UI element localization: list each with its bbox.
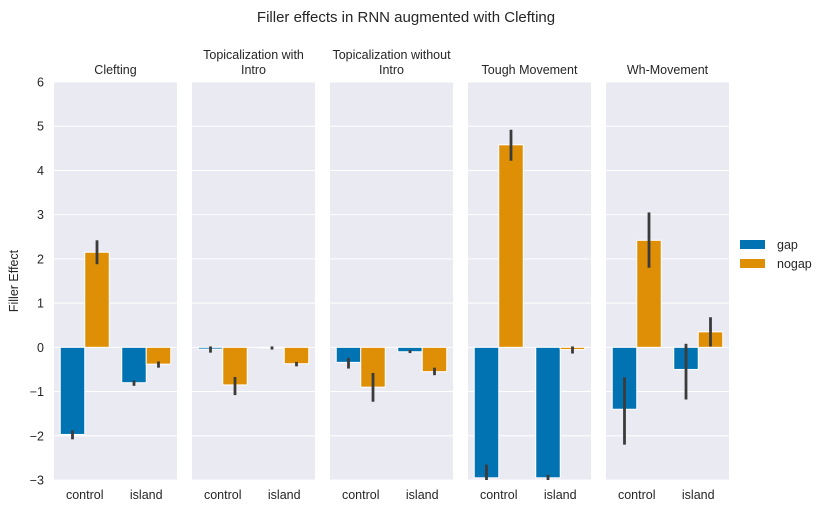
- facet-title: Wh-Movement: [627, 63, 709, 77]
- facet-panel: Wh-Movement control island: [606, 63, 729, 502]
- y-tick-label: 6: [37, 76, 44, 90]
- panel-background: [192, 82, 315, 480]
- legend-label-gap: gap: [777, 238, 798, 252]
- bar-gap-control: [473, 346, 500, 479]
- y-tick-label: 5: [37, 120, 44, 134]
- bar-nogap-control: [498, 144, 524, 348]
- bar-gap-island: [121, 346, 147, 384]
- x-tick-label: control: [66, 488, 104, 502]
- x-tick-label: island: [130, 488, 163, 502]
- y-tick-label: −2: [30, 429, 44, 443]
- y-tick-label: 1: [37, 297, 44, 311]
- bar-gap-control: [59, 346, 86, 435]
- x-tick-label: island: [682, 488, 715, 502]
- facet-title: Tough Movement: [482, 63, 578, 77]
- x-tick-label: control: [618, 488, 656, 502]
- x-tick-label: island: [268, 488, 301, 502]
- y-tick-label: 2: [37, 252, 44, 266]
- facet-panel: Clefting control island: [54, 63, 177, 502]
- legend: gap nogap: [740, 238, 812, 271]
- y-axis-label: Filler Effect: [7, 249, 21, 312]
- panel-background: [330, 82, 453, 480]
- x-tick-label: control: [204, 488, 242, 502]
- panel-background: [606, 82, 729, 480]
- y-tick-label: 4: [37, 164, 44, 178]
- y-tick-label: 3: [37, 208, 44, 222]
- facet-panel: Tough Movement control island: [468, 63, 591, 502]
- bar-nogap-island: [283, 346, 310, 365]
- bar-gap-island: [535, 346, 561, 479]
- x-tick-label: control: [342, 488, 380, 502]
- legend-label-nogap: nogap: [777, 257, 812, 271]
- facet-title: Clefting: [94, 63, 136, 77]
- facet-title: Topicalization with: [203, 48, 304, 62]
- y-tick-label: 0: [37, 341, 44, 355]
- y-tick-label: −3: [30, 474, 44, 488]
- facet-title: Intro: [379, 63, 404, 77]
- facet-title: Topicalization without: [332, 48, 451, 62]
- bar-nogap-control: [84, 251, 110, 348]
- legend-swatch-gap: [740, 240, 765, 249]
- x-tick-label: control: [480, 488, 518, 502]
- x-tick-label: island: [544, 488, 577, 502]
- x-tick-label: island: [406, 488, 439, 502]
- bar-nogap-island: [421, 346, 448, 373]
- chart-title: Filler effects in RNN augmented with Cle…: [257, 9, 555, 26]
- legend-swatch-nogap: [740, 259, 765, 268]
- facet-title: Intro: [241, 63, 266, 77]
- y-tick-label: −1: [30, 385, 44, 399]
